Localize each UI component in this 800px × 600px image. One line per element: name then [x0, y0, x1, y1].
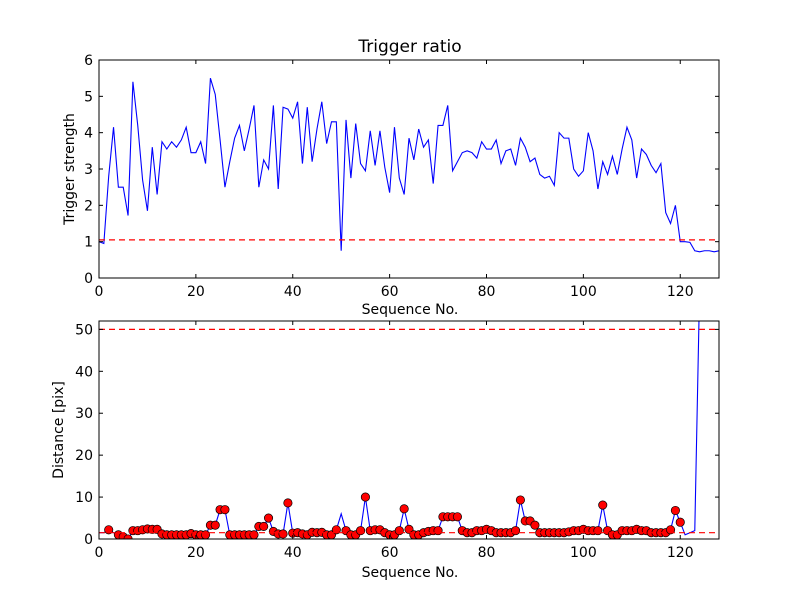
data-point — [331, 525, 341, 535]
data-point — [249, 530, 259, 539]
data-point — [356, 526, 366, 536]
y-tick-label: 50 — [75, 322, 93, 338]
chart-title: Trigger ratio — [357, 37, 461, 57]
data-point — [666, 525, 676, 535]
y-tick-label: 1 — [84, 235, 93, 251]
x-tick-label: 100 — [570, 545, 597, 561]
data-point — [263, 513, 274, 523]
y-tick-label: 2 — [84, 198, 93, 214]
data-point — [394, 526, 404, 536]
data-point — [360, 492, 370, 502]
y-tick-label: 0 — [84, 532, 93, 548]
plot-frame — [98, 320, 720, 540]
y-axis-label: Trigger strength — [62, 113, 78, 226]
y-tick-label: 30 — [75, 406, 93, 422]
plot-area: 0 20 40 60 80 100 120 0 10 20 30 40 50 — [75, 320, 720, 561]
x-tick-label: 80 — [478, 284, 496, 300]
y-tick-label: 20 — [75, 448, 93, 464]
y-tick-label: 4 — [84, 126, 93, 142]
data-layer — [99, 321, 719, 539]
trigger-ratio-chart: Trigger ratio Sequence No. Trigger stren… — [62, 37, 720, 318]
data-point — [278, 529, 288, 539]
x-tick-label: 40 — [284, 284, 302, 300]
data-point — [220, 505, 230, 515]
y-tick-label: 3 — [84, 162, 93, 178]
y-tick-label: 0 — [84, 271, 93, 287]
y-tick-label: 10 — [75, 490, 93, 506]
y-tick-label: 40 — [75, 364, 93, 380]
data-point — [530, 520, 540, 530]
data-point — [399, 504, 409, 514]
x-tick-label: 80 — [478, 545, 496, 561]
x-tick-label: 20 — [187, 545, 205, 561]
x-tick-label: 60 — [381, 284, 399, 300]
plot-area: 0 20 40 60 80 100 120 0 1 2 3 4 5 6 — [84, 53, 720, 300]
x-tick-label: 20 — [187, 284, 205, 300]
data-point — [670, 505, 680, 516]
x-tick-label: 0 — [95, 545, 104, 561]
x-tick-label: 100 — [570, 284, 597, 300]
data-point — [259, 521, 269, 531]
x-tick-label: 0 — [95, 284, 104, 300]
y-tick-label: 5 — [84, 89, 93, 105]
data-point — [452, 512, 462, 522]
data-point — [104, 525, 114, 535]
data-point — [515, 495, 525, 505]
data-point — [210, 520, 220, 530]
x-tick-label: 60 — [381, 545, 399, 561]
data-point — [675, 517, 685, 527]
x-tick-label: 120 — [667, 545, 694, 561]
x-tick-label: 120 — [667, 284, 694, 300]
data-point — [283, 498, 293, 508]
distance-chart: Sequence No. Distance [pix] 0 20 40 60 80 100… — [51, 320, 720, 581]
data-point — [511, 526, 521, 536]
x-axis-label: Sequence No. — [362, 302, 459, 318]
y-tick-label: 6 — [84, 53, 93, 69]
data-point — [201, 530, 211, 539]
x-axis-label: Sequence No. — [362, 565, 459, 581]
data-point — [598, 500, 608, 510]
data-layer — [99, 78, 719, 253]
y-axis-label: Distance [pix] — [51, 381, 67, 479]
data-point — [433, 526, 443, 536]
x-tick-label: 40 — [284, 545, 302, 561]
series-line — [99, 78, 719, 253]
data-point — [593, 526, 603, 536]
